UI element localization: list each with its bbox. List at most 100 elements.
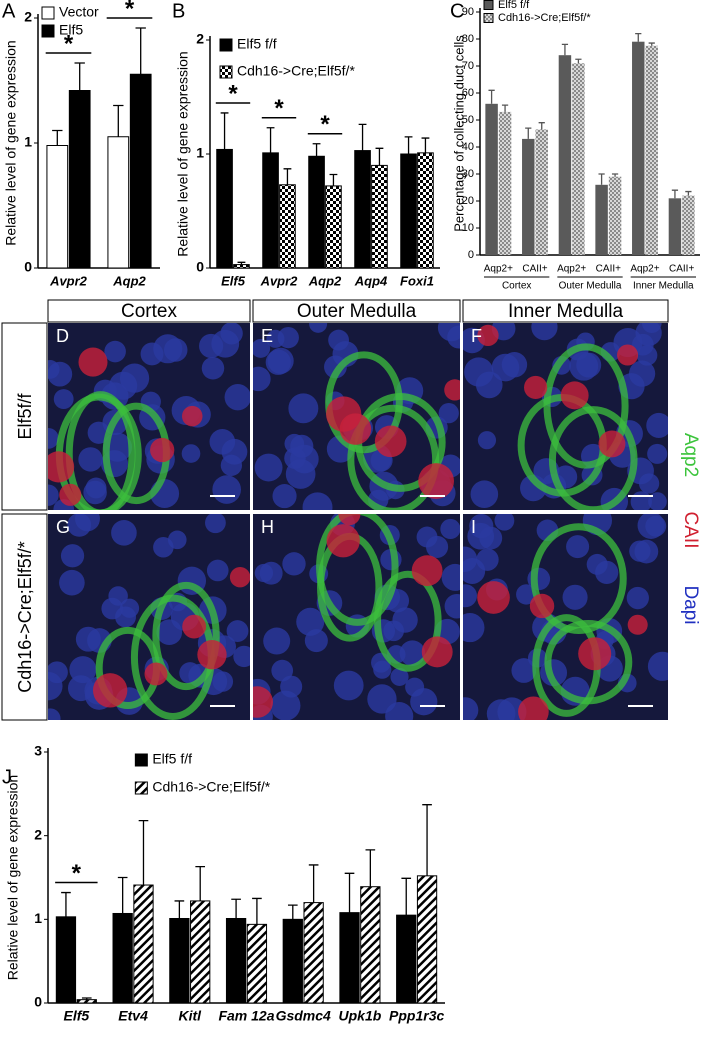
error-bar (135, 27, 146, 75)
x-tick-label: Aqp2+ (484, 264, 513, 275)
x-tick-label: CAII+ (522, 264, 547, 275)
nucleus (302, 492, 333, 510)
error-bar (237, 261, 246, 265)
bar (339, 912, 360, 1004)
y-tick-label: 1 (34, 910, 42, 926)
nucleus (205, 514, 226, 534)
bar (216, 148, 233, 269)
error-bar (685, 190, 692, 196)
x-tick-label: Aqp4 (354, 273, 388, 288)
bar (233, 264, 250, 269)
significance-star: * (64, 30, 74, 57)
error-bar (283, 168, 292, 185)
column-header: Outer Medulla (297, 301, 417, 322)
nucleus (226, 620, 249, 642)
legend-swatch (219, 38, 233, 52)
nucleus (212, 671, 234, 692)
nucleus (108, 586, 128, 606)
nucleus (333, 670, 364, 701)
row-header-box (1, 513, 48, 721)
error-bar (138, 819, 149, 886)
nucleus (511, 658, 537, 683)
nucleus (181, 444, 201, 463)
error-bar (421, 137, 430, 153)
column-header-box (462, 299, 669, 323)
nucleus (67, 675, 94, 702)
nucleus (119, 363, 150, 393)
nucleus (78, 447, 103, 472)
nucleus (211, 329, 240, 358)
y-tick-label: 0 (24, 259, 32, 275)
bar (485, 103, 498, 255)
error-bar (74, 62, 85, 91)
caii-stain (627, 614, 648, 635)
nucleus (75, 626, 101, 652)
nucleus (486, 699, 516, 720)
caii-stain (421, 636, 453, 668)
x-tick-label: Aqp2 (308, 273, 342, 288)
legend-swatch (483, 0, 494, 10)
y-tick-label: 50 (462, 114, 474, 126)
caii-stain (477, 324, 499, 347)
nucleus (634, 539, 659, 564)
y-tick-label: 80 (462, 33, 474, 45)
stain-label: Aqp2 (680, 433, 701, 477)
bar (396, 914, 417, 1004)
error-bar (195, 865, 206, 901)
caii-stain (477, 581, 510, 614)
nucleus (104, 340, 126, 363)
x-tick-label: Avpr2 (260, 273, 299, 288)
error-bar (575, 58, 582, 64)
bar (107, 136, 130, 269)
caii-stain (418, 463, 454, 499)
bar (645, 45, 658, 255)
caii-stain (578, 637, 612, 671)
caii-stain (524, 375, 548, 400)
y-axis-title: Relative level of gene expression (3, 40, 19, 245)
bar (498, 111, 512, 256)
legend-label: Elf5 f/f (152, 751, 192, 767)
error-bar (174, 900, 185, 919)
nucleus (463, 546, 478, 573)
caii-stain (326, 524, 360, 558)
error-bar (635, 32, 642, 42)
error-bar (266, 127, 275, 153)
significance-star: * (72, 860, 82, 887)
bar (76, 999, 97, 1004)
caii-stain (229, 566, 250, 588)
nucleus (67, 514, 92, 537)
nucleus (626, 586, 649, 610)
error-bar (561, 43, 569, 56)
bar (535, 129, 548, 255)
caii-stain (444, 379, 460, 401)
y-axis-title: Relative level of gene expression (175, 51, 191, 256)
panel-letter: I (471, 517, 476, 537)
row-header-box (1, 322, 48, 511)
nucleus (111, 520, 137, 546)
nucleus (296, 607, 325, 636)
caii-stain (144, 662, 168, 686)
x-tick-label: CAII+ (669, 264, 694, 275)
panel-letter: H (261, 517, 274, 537)
panel-label: B (172, 0, 185, 22)
caii-stain (78, 347, 108, 377)
legend-swatch (134, 781, 148, 795)
bar (262, 152, 279, 269)
aqp2-stain (374, 570, 442, 672)
caii-stain (598, 430, 626, 458)
row-header: Cdh16->Cre;Elf5f/* (15, 541, 35, 693)
nucleus (206, 559, 229, 582)
panel-label: J (2, 766, 12, 788)
caii-stain (326, 396, 362, 432)
aqp2-stain (548, 406, 638, 510)
aqp2-stain (325, 351, 403, 454)
bar (572, 63, 585, 255)
nucleus (212, 475, 241, 504)
caii-stain (617, 344, 639, 366)
x-tick-label: Kitl (179, 1008, 203, 1024)
caii-stain (59, 483, 82, 506)
y-tick-label: 90 (462, 6, 474, 18)
nucleus (272, 484, 297, 509)
bar (55, 916, 77, 1004)
